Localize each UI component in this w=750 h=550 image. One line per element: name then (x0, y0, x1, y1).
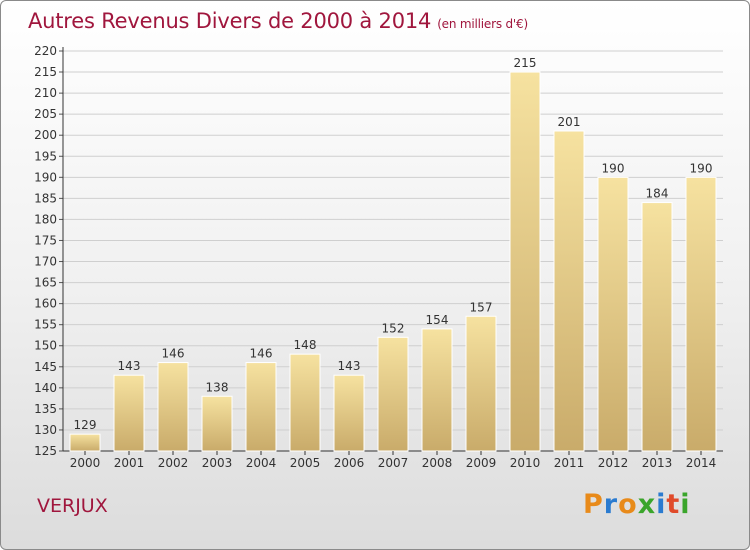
y-tick-label: 145 (34, 360, 57, 374)
logo-letter: x (637, 489, 657, 520)
x-tick-label: 2014 (686, 456, 717, 470)
x-tick-label: 2011 (554, 456, 585, 470)
bar (201, 395, 233, 452)
x-tick-label: 2013 (642, 456, 673, 470)
data-label: 190 (602, 161, 625, 175)
bar (509, 71, 541, 452)
y-tick-label: 200 (34, 128, 57, 142)
data-label: 154 (426, 313, 449, 327)
unit-note: (en milliers d'€) (437, 17, 528, 31)
y-tick-label: 165 (34, 276, 57, 290)
x-tick-label: 2005 (290, 456, 321, 470)
y-tick-label: 130 (34, 423, 57, 437)
bar (685, 176, 717, 452)
bar (69, 433, 101, 452)
x-tick-label: 2002 (158, 456, 189, 470)
y-tick-label: 185 (34, 191, 57, 205)
data-label: 157 (470, 300, 493, 314)
y-tick-label: 175 (34, 233, 57, 247)
y-tick-label: 210 (34, 86, 57, 100)
data-label: 148 (294, 338, 317, 352)
data-label: 146 (162, 347, 185, 361)
y-tick-label: 190 (34, 170, 57, 184)
data-label: 129 (74, 418, 97, 432)
bar (421, 328, 453, 452)
data-label: 190 (690, 161, 713, 175)
data-label: 184 (646, 187, 669, 201)
bar (641, 202, 673, 452)
x-tick-label: 2010 (510, 456, 541, 470)
x-tick-label: 2007 (378, 456, 409, 470)
chart-title: Autres Revenus Divers de 2000 à 2014 (en … (28, 9, 528, 33)
y-tick-label: 150 (34, 339, 57, 353)
data-label: 143 (338, 359, 361, 373)
bar (377, 336, 409, 452)
bar (333, 374, 365, 452)
x-tick-label: 2003 (202, 456, 233, 470)
y-tick-label: 170 (34, 255, 57, 269)
data-label: 146 (250, 347, 273, 361)
commune-name: VERJUX (37, 495, 108, 517)
bar (465, 315, 497, 452)
data-label: 215 (514, 56, 537, 70)
y-tick-label: 195 (34, 149, 57, 163)
y-tick-label: 140 (34, 381, 57, 395)
x-tick-label: 2012 (598, 456, 629, 470)
data-label: 152 (382, 321, 405, 335)
x-tick-label: 2000 (70, 456, 101, 470)
title-text: Autres Revenus Divers de 2000 à 2014 (28, 9, 432, 33)
y-tick-label: 180 (34, 212, 57, 226)
y-tick-label: 135 (34, 402, 57, 416)
logo-letter: r (603, 489, 619, 520)
logo-letter: P (583, 489, 604, 520)
y-tick-label: 160 (34, 297, 57, 311)
y-tick-label: 205 (34, 107, 57, 121)
y-tick-label: 220 (34, 44, 57, 58)
bar (553, 130, 585, 452)
x-tick-label: 2006 (334, 456, 365, 470)
proxiti-logo: Proxiti (583, 489, 691, 520)
bar (245, 362, 277, 452)
logo-letter: t (666, 489, 681, 520)
x-tick-label: 2004 (246, 456, 277, 470)
bar (113, 374, 145, 452)
logo-letter: o (618, 489, 638, 520)
data-label: 138 (206, 380, 229, 394)
y-tick-label: 125 (34, 444, 57, 458)
bar (157, 362, 189, 452)
y-tick-label: 155 (34, 318, 57, 332)
logo-letter: i (656, 489, 667, 520)
y-tick-label: 215 (34, 65, 57, 79)
bar (597, 176, 629, 452)
data-label: 201 (558, 115, 581, 129)
x-tick-label: 2009 (466, 456, 497, 470)
x-tick-label: 2008 (422, 456, 453, 470)
bar (289, 353, 321, 452)
data-label: 143 (118, 359, 141, 373)
x-tick-label: 2001 (114, 456, 145, 470)
logo-letter: i (680, 489, 691, 520)
